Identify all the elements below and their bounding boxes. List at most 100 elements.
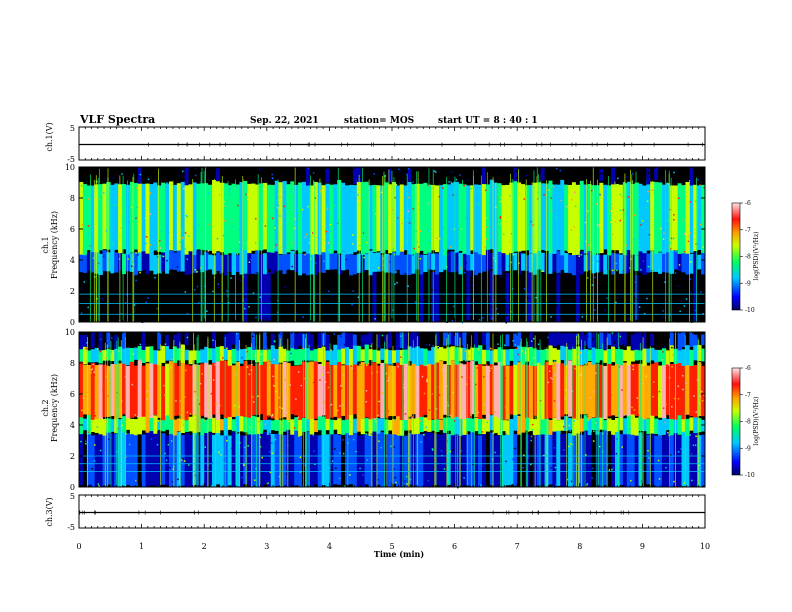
spectrogram-cell [263, 182, 267, 250]
spectrogram-speckle [452, 181, 454, 183]
spectrogram-speckle [302, 209, 304, 211]
spectrogram-speckle [307, 206, 309, 208]
spectrogram-cell [146, 419, 150, 433]
spectrogram-speckle [688, 241, 690, 243]
spectrogram-speckle [484, 359, 486, 361]
spectrogram-speckle [255, 317, 257, 319]
spectrogram-speckle [566, 227, 568, 229]
spectrogram-cell [451, 360, 455, 419]
spectrogram-cell [568, 433, 572, 486]
spectrogram-speckle [194, 414, 196, 416]
spectrogram-cell [560, 333, 564, 345]
spectrogram-cell [251, 254, 255, 274]
spectrogram-speckle [105, 358, 107, 360]
spectrogram-speckle [272, 415, 274, 417]
spectrogram-cell [286, 332, 290, 351]
spectrogram-speckle [313, 434, 315, 436]
spectrogram-speckle [228, 417, 230, 419]
spectrogram-cell [220, 360, 224, 414]
spectrogram-speckle [183, 188, 185, 190]
spectrogram-speckle [690, 261, 692, 263]
spectrogram-speckle [377, 179, 379, 181]
spectrogram-speckle [334, 290, 336, 292]
spectrogram-cell [439, 435, 443, 487]
spectrogram-cell [396, 275, 400, 322]
spectrogram-speckle [394, 283, 396, 285]
spectrogram-speckle [556, 304, 558, 306]
spectrogram-speckle [485, 281, 487, 283]
spectrogram-speckle [590, 397, 592, 399]
spectrogram-speckle [309, 176, 311, 178]
spectrogram-cell [560, 180, 564, 255]
spectrogram-speckle [158, 420, 160, 422]
spectrogram-speckle [447, 199, 449, 201]
spectrogram-speckle [111, 218, 113, 220]
spectrogram-cell [638, 250, 642, 273]
spectrogram-cell [423, 433, 427, 487]
spectrogram-speckle [641, 436, 643, 438]
spectrogram-speckle [168, 444, 170, 446]
spectrogram-speckle [500, 223, 502, 225]
spectrogram-cell [79, 270, 83, 319]
spectrogram-speckle [550, 377, 552, 379]
spectrogram-cell [560, 420, 564, 431]
spectrogram-speckle [308, 167, 310, 169]
spectrogram-cell [466, 416, 470, 431]
spectrogram-speckle [569, 394, 571, 396]
spectrogram-speckle [691, 480, 693, 482]
spectrogram-cell [282, 181, 286, 255]
spectrogram-cell [470, 185, 474, 250]
date-label: Sep. 22, 2021 [250, 116, 319, 126]
ch1-waveform-ylabel: ch.1(V) [45, 122, 54, 151]
spectrogram-speckle [224, 220, 226, 222]
spectrogram-speckle [594, 246, 596, 248]
spectrogram-cell [470, 360, 474, 414]
spectrogram-cell [286, 184, 290, 252]
spectrogram-cell [361, 418, 365, 434]
spectrogram-cell [556, 420, 560, 431]
spectrogram-cell [642, 167, 646, 186]
spectrogram-speckle [84, 186, 86, 188]
spectrogram-speckle [94, 375, 96, 377]
spectrogram-speckle [341, 176, 343, 178]
spectrogram-speckle [219, 405, 221, 407]
spectrogram-cell [130, 361, 134, 418]
spectrogram-speckle [352, 243, 354, 245]
spectrogram-speckle [334, 448, 336, 450]
spectrogram-cell [243, 334, 247, 346]
spectrogram-cell [592, 167, 596, 185]
spectrogram-cell [189, 435, 193, 487]
spectrogram-speckle [671, 366, 673, 368]
spectrogram-speckle [284, 379, 286, 381]
spectrogram-speckle [598, 225, 600, 227]
spectrogram-speckle [438, 196, 440, 198]
spectrogram-cell [513, 363, 517, 415]
spectrogram-cell [333, 167, 337, 183]
spectrogram-cell [631, 334, 635, 350]
spectrogram-speckle [609, 210, 611, 212]
spectrogram-speckle [298, 435, 300, 437]
spectrogram-cell [419, 170, 423, 180]
spectrogram-speckle [257, 396, 259, 398]
spectrogram-cell [447, 252, 451, 273]
spectrogram-speckle [196, 194, 198, 196]
spectrogram-cell [466, 362, 470, 418]
spectrogram-speckle [272, 218, 274, 220]
spectrogram-cell [220, 435, 224, 487]
spectrogram-cell [423, 167, 427, 180]
spectrogram-cell [423, 417, 427, 431]
spectrogram-speckle [395, 477, 397, 479]
spectrogram-speckle [623, 209, 625, 211]
spectrogram-speckle [183, 238, 185, 240]
spectrogram-speckle [594, 277, 596, 279]
spectrogram-cell [216, 168, 220, 181]
spectrogram-speckle [140, 174, 142, 176]
spectrogram-speckle [660, 337, 662, 339]
spectrogram-speckle [547, 337, 549, 339]
spectrogram-speckle [288, 421, 290, 423]
spectrogram-cell [650, 348, 654, 361]
spectrogram-speckle [180, 241, 182, 243]
spectrogram-cell [459, 167, 463, 182]
spectrogram-cell [177, 366, 181, 416]
spectrogram-speckle [664, 397, 666, 399]
